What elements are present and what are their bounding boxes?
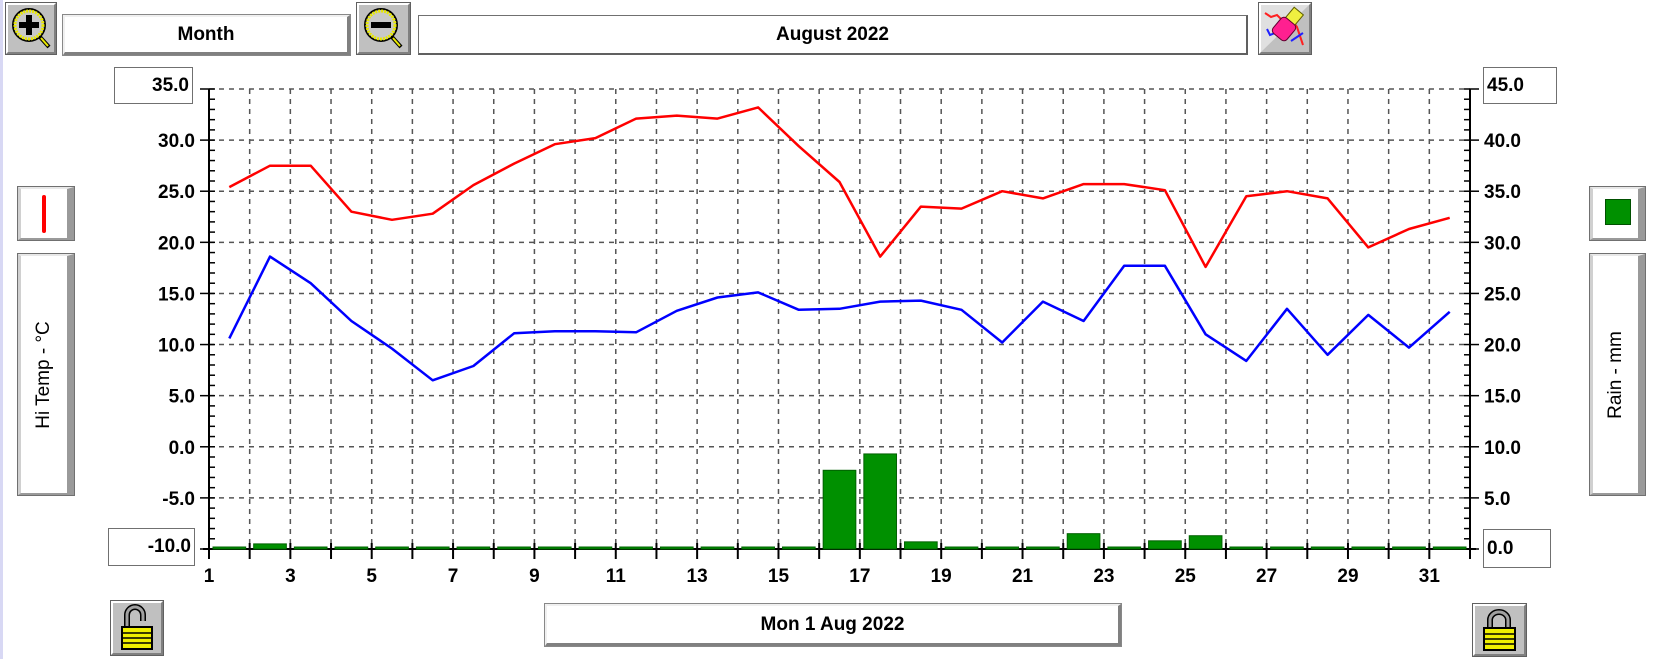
- left-axis-lock-button[interactable]: [110, 600, 164, 656]
- erase-button[interactable]: [1258, 2, 1312, 55]
- date-cursor-label[interactable]: Mon 1 Aug 2022: [544, 603, 1122, 647]
- left-axis-max[interactable]: 35.0: [114, 67, 193, 104]
- right-axis-max[interactable]: 45.0: [1483, 67, 1557, 104]
- x-tick-label: 25: [1175, 566, 1197, 587]
- rain-legend-swatch: [1605, 199, 1631, 225]
- locked-padlock-icon: [1483, 609, 1516, 651]
- left-tick-label: 0.0: [169, 438, 195, 459]
- right-tick-label: 35.0: [1484, 182, 1521, 203]
- rain-bar: [985, 546, 1020, 550]
- rain-bar: [1270, 546, 1304, 550]
- right-tick-label: 10.0: [1484, 438, 1521, 459]
- x-tick-label: 13: [687, 566, 708, 587]
- period-selector[interactable]: Month: [62, 14, 351, 56]
- left-tick-label: 20.0: [158, 233, 195, 254]
- rain-bar: [578, 546, 613, 550]
- rain-bar: [1107, 546, 1142, 550]
- right-legend-button[interactable]: [1589, 186, 1646, 241]
- hi-temp-line: [228, 106, 1451, 269]
- x-tick-label: 1: [204, 566, 215, 587]
- window-edge: [0, 0, 3, 659]
- x-tick-label: 9: [529, 566, 540, 587]
- rain-bar: [659, 546, 694, 550]
- rain-bar: [904, 541, 938, 550]
- x-tick-label: 3: [285, 566, 296, 587]
- x-tick-label: 17: [849, 566, 870, 587]
- rain-bar: [415, 546, 450, 550]
- lo-temp-line: [228, 255, 1451, 382]
- x-tick-label: 27: [1256, 566, 1277, 587]
- x-tick-label: 7: [448, 566, 459, 587]
- magnifier-plus-icon: [12, 8, 51, 49]
- rain-bar: [456, 546, 491, 550]
- x-tick-label: 5: [366, 566, 377, 587]
- rain-bar: [375, 546, 409, 550]
- rain-bar: [497, 546, 531, 550]
- left-tick-label: 10.0: [158, 336, 195, 357]
- rain-bar: [822, 469, 857, 550]
- right-tick-label: 25.0: [1484, 284, 1521, 305]
- x-tick-label: 19: [931, 566, 952, 587]
- rain-bar: [781, 546, 816, 550]
- rain-bar: [253, 543, 287, 550]
- right-tick-label: 20.0: [1484, 336, 1521, 357]
- rain-bar: [1188, 535, 1223, 550]
- left-legend-button[interactable]: [17, 186, 75, 241]
- right-tick-label: 40.0: [1484, 131, 1521, 152]
- rain-bar: [1148, 540, 1182, 550]
- chart-title: August 2022: [418, 15, 1248, 55]
- rain-bar: [1310, 546, 1345, 550]
- x-tick-label: 15: [768, 566, 790, 587]
- rain-bar: [1229, 546, 1264, 550]
- x-tick-label: 29: [1337, 566, 1358, 587]
- hi-temp-legend-swatch: [42, 195, 46, 233]
- right-axis-lock-button[interactable]: [1472, 603, 1527, 657]
- rain-bar: [334, 546, 369, 550]
- rain-bar: [1066, 533, 1101, 550]
- right-axis-label: Rain - mm: [1604, 330, 1626, 419]
- left-axis-label: Hi Temp - °C: [33, 320, 54, 429]
- rain-bar: [212, 546, 247, 550]
- x-tick-label: 11: [606, 566, 627, 587]
- x-tick-label: 23: [1093, 566, 1114, 587]
- rain-bar: [944, 546, 979, 550]
- right-tick-label: 5.0: [1484, 489, 1510, 510]
- rain-bar: [1432, 546, 1467, 550]
- right-tick-label: 15.0: [1484, 387, 1521, 408]
- rain-bar: [1026, 546, 1060, 550]
- left-tick-label: 15.0: [158, 284, 195, 305]
- right-axis-min[interactable]: 0.0: [1483, 529, 1551, 568]
- left-axis-label-box[interactable]: Hi Temp - °C: [17, 253, 75, 496]
- x-tick-label: 21: [1012, 566, 1034, 587]
- unlocked-padlock-icon: [121, 604, 153, 650]
- rain-bar: [537, 546, 572, 550]
- eraser-icon: [1261, 5, 1309, 52]
- left-tick-label: 25.0: [158, 182, 195, 203]
- magnifier-minus-icon: [364, 8, 403, 49]
- left-axis-min[interactable]: -10.0: [108, 528, 195, 566]
- rain-bar: [863, 453, 898, 550]
- rain-bar: [1351, 546, 1386, 550]
- rain-bar: [1392, 546, 1426, 550]
- left-tick-label: 30.0: [158, 131, 195, 152]
- left-tick-label: -5.0: [162, 489, 195, 510]
- rain-bar: [700, 546, 735, 550]
- rain-bar: [293, 546, 328, 550]
- zoom-in-button[interactable]: [5, 2, 57, 55]
- rain-bar: [741, 546, 775, 550]
- right-tick-label: 30.0: [1484, 233, 1521, 254]
- rain-bar: [619, 546, 653, 550]
- right-axis-label-box[interactable]: Rain - mm: [1589, 253, 1646, 496]
- zoom-out-button[interactable]: [356, 2, 411, 55]
- left-tick-label: 5.0: [169, 387, 195, 408]
- x-tick-label: 31: [1419, 566, 1441, 587]
